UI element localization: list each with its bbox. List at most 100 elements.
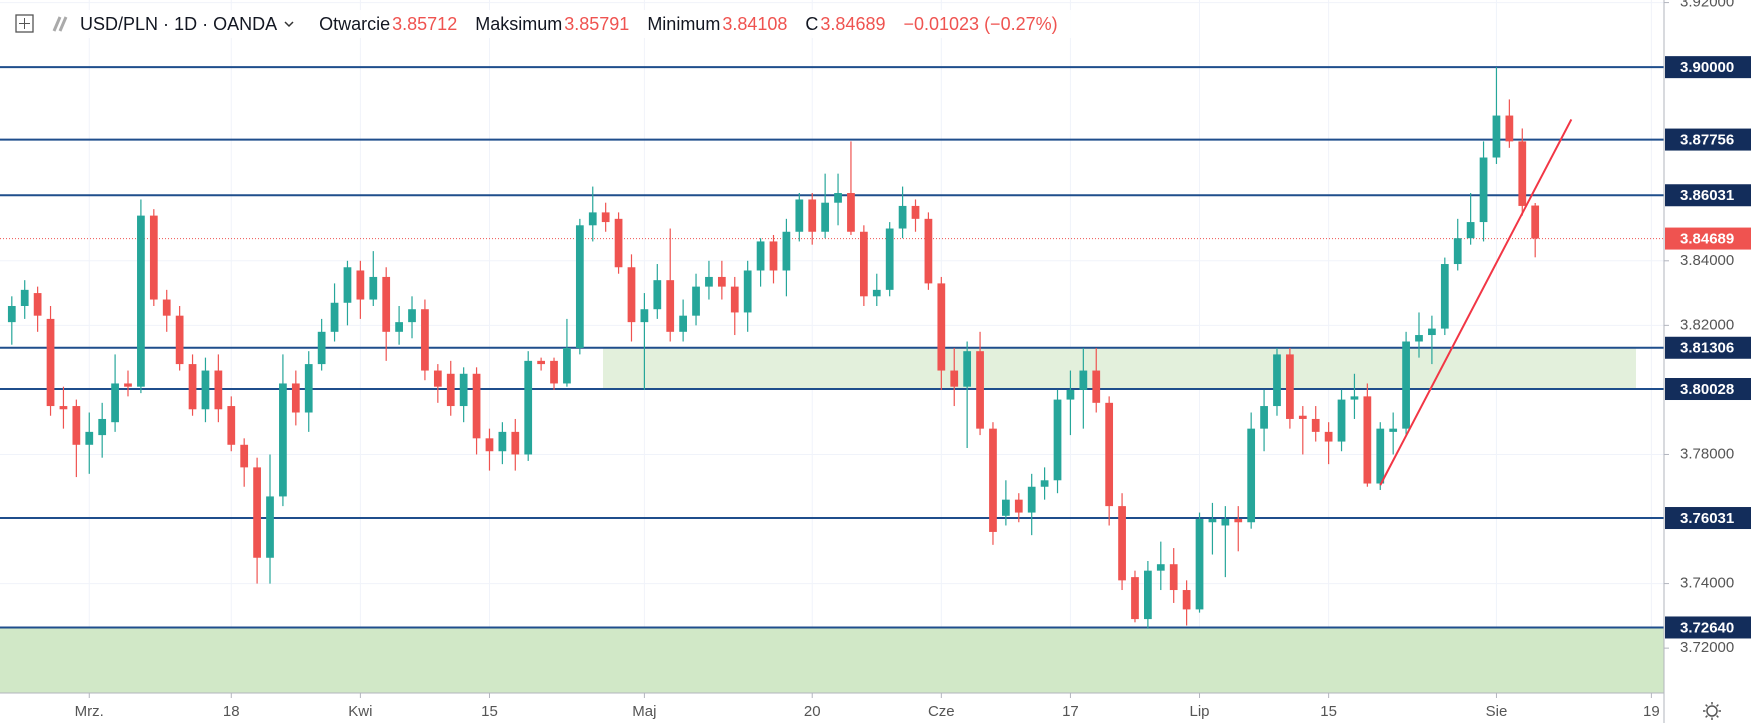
series-icon[interactable]: [50, 13, 72, 35]
add-icon[interactable]: [14, 13, 36, 35]
candle-body: [1027, 486, 1036, 513]
candle-body: [821, 202, 830, 232]
candle-body: [885, 228, 894, 290]
candle-body: [304, 364, 313, 413]
candle-body: [1337, 399, 1346, 442]
candle-body: [408, 309, 416, 323]
candle-body: [1066, 389, 1075, 400]
candle-body: [485, 438, 494, 452]
level-label-bg: [1665, 507, 1751, 530]
candle-body: [446, 373, 455, 407]
candle-body: [1518, 141, 1527, 206]
candle-body: [1350, 396, 1359, 400]
candle-body: [1492, 115, 1501, 158]
candle-body: [666, 280, 675, 332]
level-label-bg: [1665, 184, 1751, 207]
level-label: 3.87756: [1680, 132, 1734, 149]
candle-body: [1182, 590, 1191, 610]
candle-body: [1505, 115, 1514, 142]
candle-body: [1415, 335, 1423, 342]
symbol[interactable]: USD/PLN: [80, 13, 159, 34]
settings-icon-ray: [1716, 704, 1719, 707]
candle-body: [872, 289, 881, 297]
candle-body: [1428, 328, 1436, 336]
candle-body: [149, 215, 158, 300]
candle-body: [989, 428, 997, 532]
candle-body: [7, 305, 16, 323]
low-label: Minimum: [647, 13, 721, 34]
candle-body: [498, 431, 507, 452]
close-label: C: [805, 13, 819, 34]
candle-body: [20, 289, 29, 306]
support-zone: [603, 347, 1636, 390]
candle-body: [124, 383, 132, 387]
candle-body: [1195, 519, 1204, 610]
candle-body: [1014, 499, 1023, 513]
candle-body: [859, 231, 868, 297]
settings-icon[interactable]: [1703, 702, 1721, 720]
level-label-bg: [1665, 336, 1751, 359]
x-tick-label: 18: [223, 703, 240, 720]
candle-body: [1453, 238, 1462, 265]
candle-body: [743, 270, 752, 313]
candle-body: [782, 231, 791, 271]
candle-body: [1131, 577, 1139, 620]
x-tick-label: 15: [1320, 703, 1337, 720]
level-label-bg: [1665, 56, 1751, 79]
close-value: 3.84689: [820, 13, 886, 34]
source[interactable]: OANDA: [213, 13, 278, 34]
candle-body: [266, 496, 274, 558]
candle-body: [1247, 428, 1256, 523]
candle-body: [1389, 428, 1398, 432]
candle-body: [279, 383, 287, 497]
x-tick-label: Maj: [632, 703, 656, 720]
candle-body: [795, 199, 804, 232]
candle-body: [1298, 415, 1307, 419]
candle-body: [137, 215, 145, 387]
candle-body: [692, 286, 700, 316]
candle-body: [1402, 341, 1410, 429]
y-tick-label: 3.84000: [1680, 252, 1734, 269]
candle-body: [382, 276, 391, 332]
level-label: 3.76031: [1680, 510, 1734, 527]
settings-icon-ray: [1705, 715, 1708, 718]
x-tick-label: Sie: [1486, 703, 1508, 720]
candle-body: [433, 370, 442, 387]
low-value: 3.84108: [722, 13, 788, 34]
candle-body: [730, 286, 739, 313]
candle-body: [227, 406, 236, 445]
chevron[interactable]: [281, 16, 297, 32]
settings-icon-ring: [1706, 705, 1718, 717]
candle-body: [756, 241, 765, 271]
interval[interactable]: 1D: [174, 13, 198, 34]
candle-body: [111, 383, 119, 423]
candle-body: [85, 431, 94, 445]
candle-body: [1466, 222, 1475, 239]
separator: ·: [163, 13, 170, 34]
candle-body: [459, 373, 468, 407]
price-label-bg: [1665, 227, 1751, 250]
candle-body: [1286, 354, 1294, 419]
candle-body: [1002, 499, 1010, 516]
candle-body: [1118, 506, 1126, 581]
price-axis-bg: [1664, 0, 1751, 723]
change: −0.01023 (−0.27%): [903, 13, 1058, 34]
candle-body: [240, 444, 249, 468]
candle-body: [1273, 354, 1281, 407]
plot-area: [0, 0, 1664, 693]
separator: ·: [202, 13, 209, 34]
candle-body: [1479, 157, 1488, 223]
candle-body: [162, 299, 171, 316]
candle-body: [1105, 402, 1114, 507]
candle-body: [1531, 205, 1540, 239]
x-tick-label: Lip: [1190, 703, 1210, 720]
candle-body: [614, 218, 623, 268]
candle-body: [1376, 428, 1385, 484]
candle-body: [898, 205, 907, 229]
legend-header: USD/PLN · 1D · OANDA Otwarcie 3.85712 Mak…: [14, 10, 1076, 38]
candle-body: [188, 364, 197, 410]
y-tick-label: 3.82000: [1680, 316, 1734, 333]
candle-body: [950, 370, 959, 387]
candle-body: [395, 322, 403, 332]
